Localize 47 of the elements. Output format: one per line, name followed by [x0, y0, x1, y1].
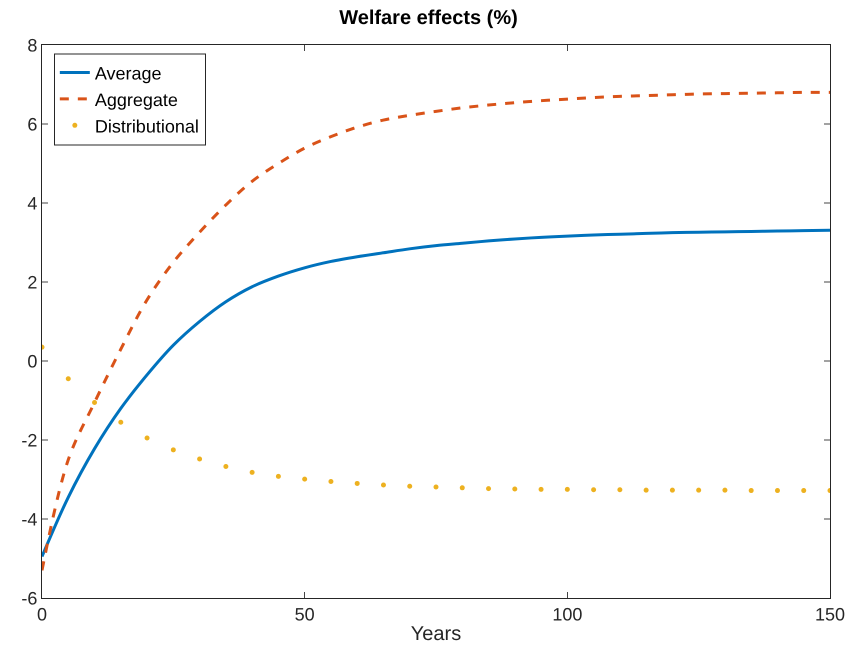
- point: [801, 488, 806, 494]
- point: [774, 488, 780, 494]
- point: [722, 488, 728, 493]
- point: [748, 488, 754, 494]
- x-axis-title: Years: [410, 623, 462, 646]
- point: [197, 456, 202, 462]
- point: [670, 488, 675, 493]
- point: [92, 400, 98, 405]
- point: [696, 488, 702, 493]
- point: [170, 447, 176, 452]
- x-tick-label: 150: [814, 604, 846, 625]
- point: [302, 476, 308, 482]
- point: [328, 478, 334, 484]
- y-tick-label: -4: [21, 509, 38, 530]
- y-tick-label: -2: [21, 430, 38, 450]
- point: [538, 486, 544, 492]
- chart-title: Welfare effects (%): [339, 7, 518, 30]
- x-tick-label: 50: [294, 604, 315, 625]
- point: [486, 486, 492, 492]
- point: [250, 470, 255, 475]
- x-tick-label: 100: [552, 604, 582, 625]
- legend-label: Distributional: [94, 116, 199, 136]
- legend-label: Aggregate: [94, 90, 178, 110]
- line-series: [42, 228, 830, 558]
- point: [66, 376, 71, 382]
- point: [118, 420, 124, 425]
- y-tick-label: -6: [21, 588, 38, 608]
- point: [617, 487, 622, 492]
- point: [354, 480, 360, 486]
- y-tick-label: 6: [27, 114, 38, 134]
- point: [512, 486, 518, 492]
- point: [434, 484, 438, 490]
- point: [591, 487, 596, 492]
- point: [223, 464, 228, 469]
- y-tick-label: 0: [27, 351, 38, 372]
- y-tick-label: 8: [27, 35, 38, 56]
- y-tick-label: 2: [27, 272, 38, 292]
- legend-label: Average: [94, 64, 162, 84]
- point: [460, 485, 465, 490]
- point: [380, 482, 386, 488]
- line-series: [42, 90, 830, 572]
- point: [407, 484, 412, 489]
- point: [644, 488, 649, 493]
- point: [144, 436, 150, 441]
- point: [276, 474, 281, 479]
- point: [564, 486, 570, 492]
- y-tick-label: 4: [27, 193, 38, 214]
